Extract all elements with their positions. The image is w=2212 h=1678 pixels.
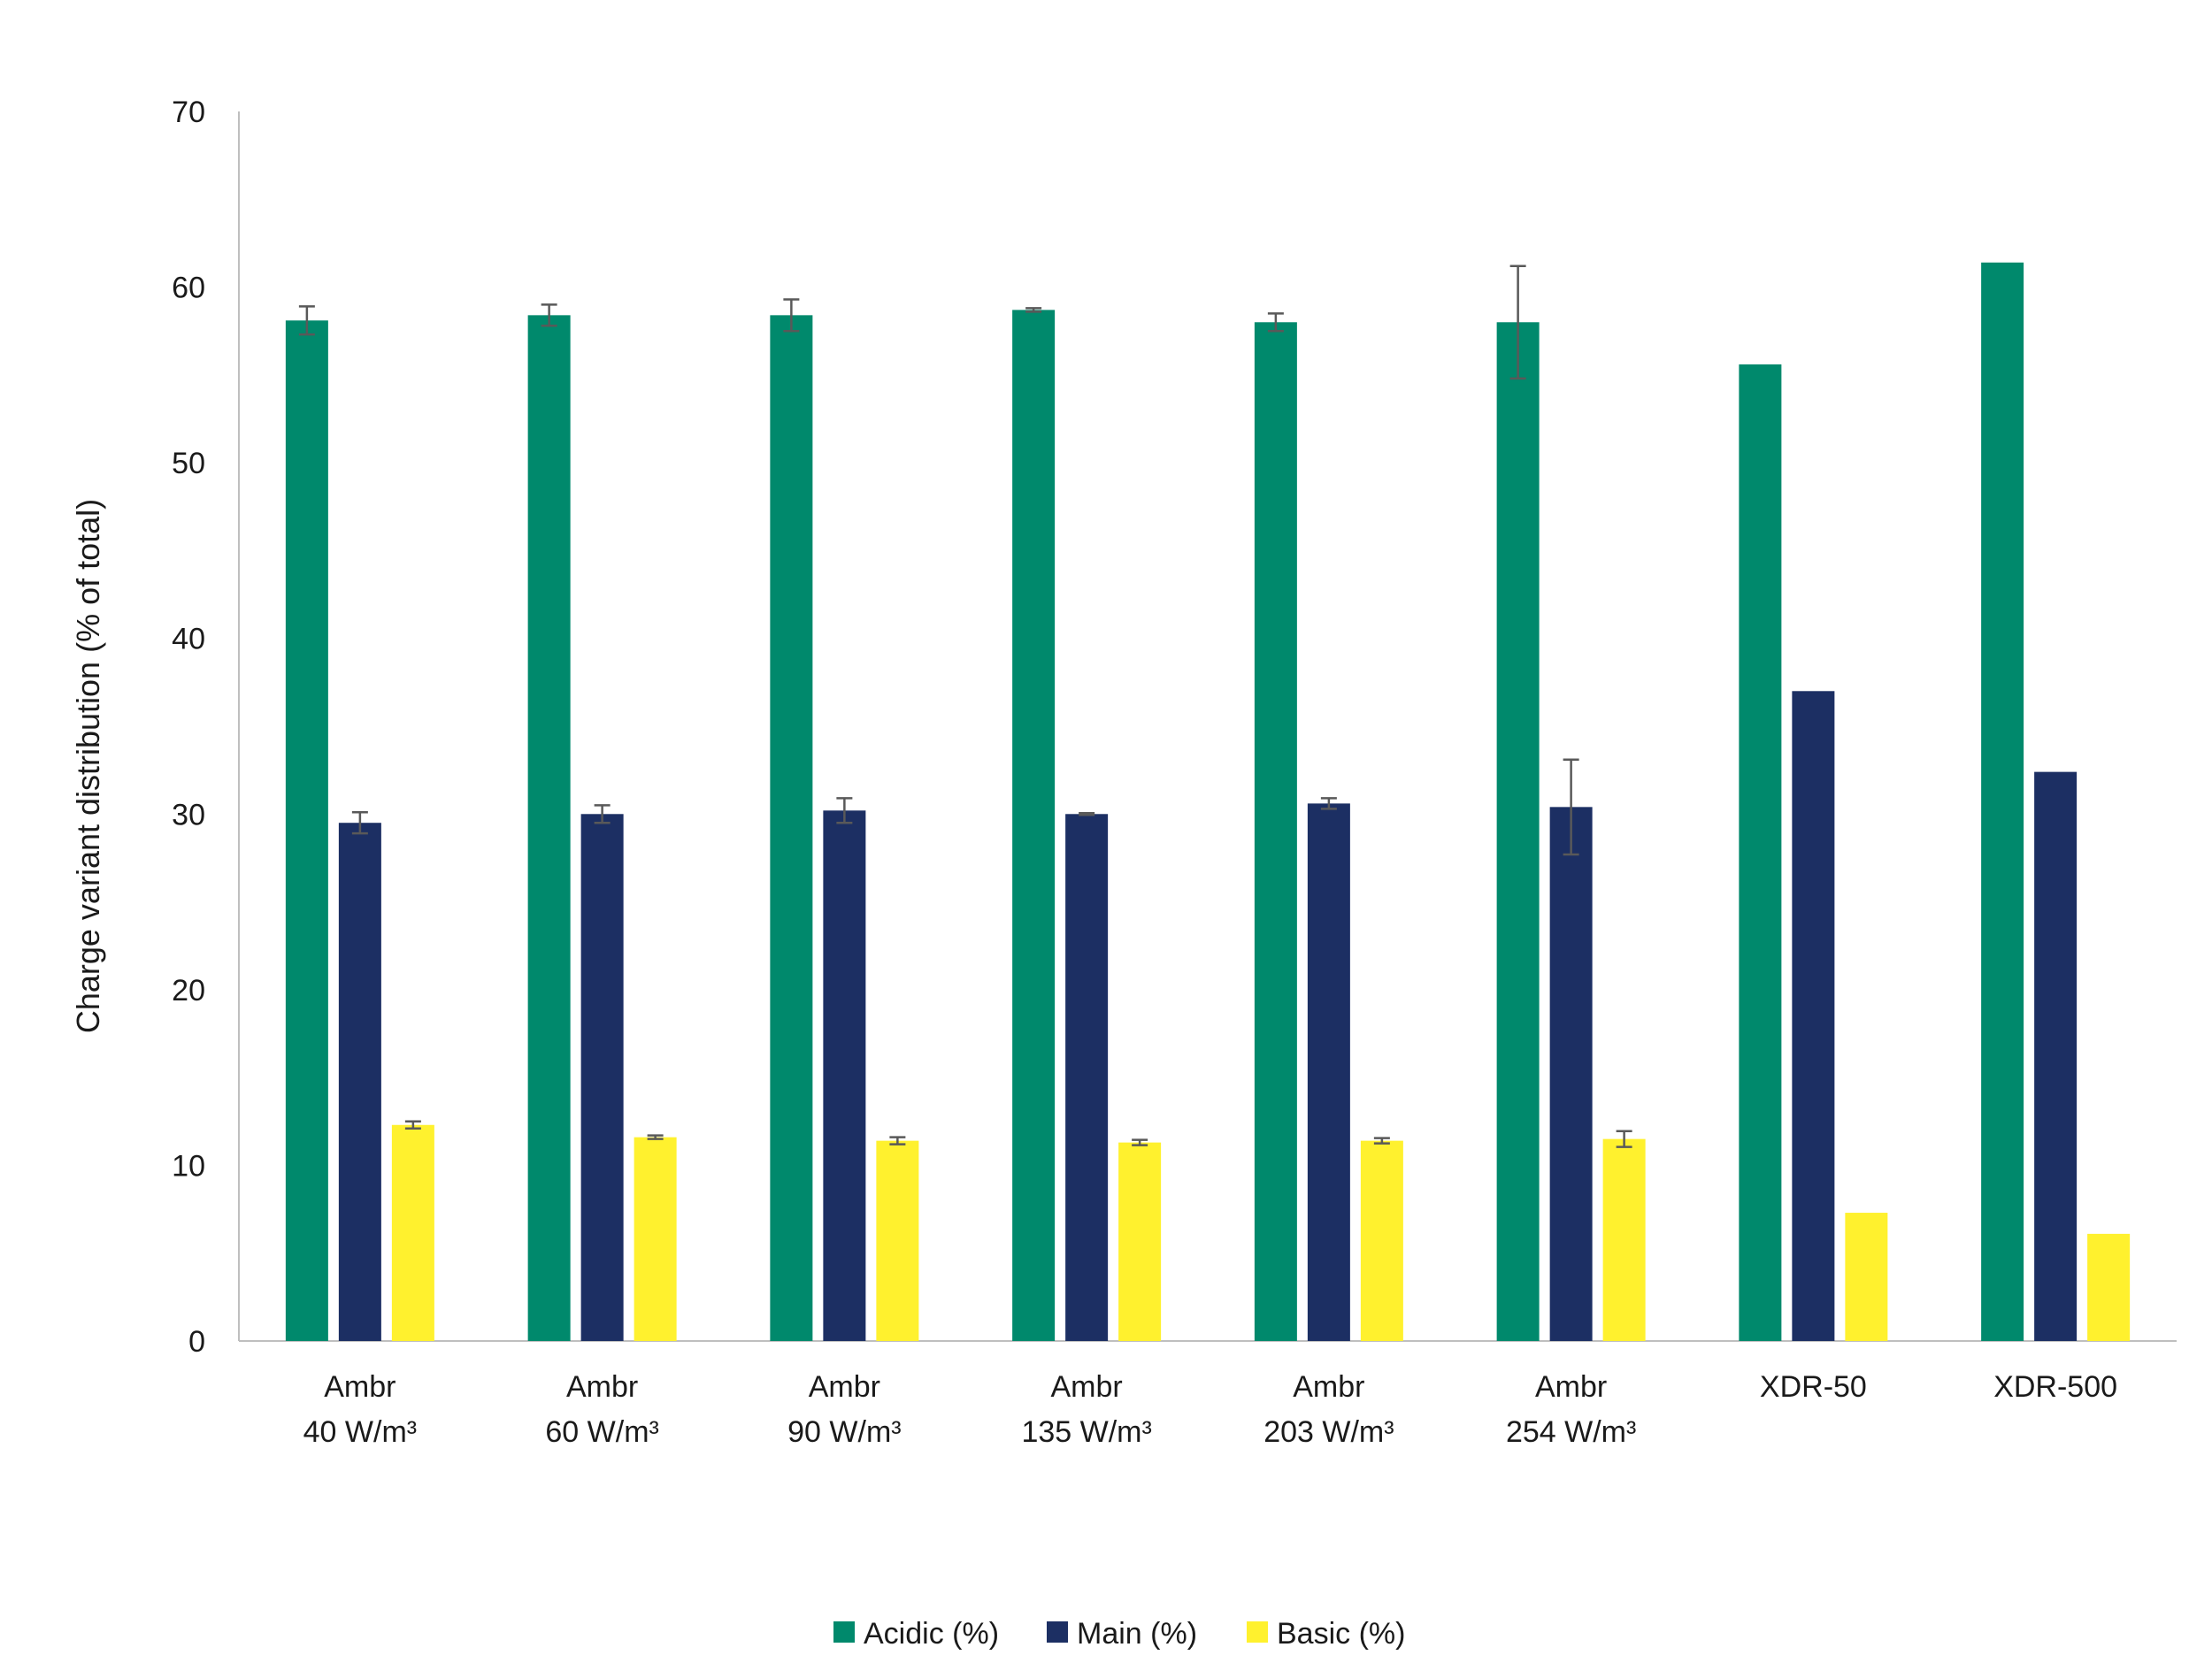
x-category-label: 40 W/m³	[303, 1415, 417, 1449]
bar-acidic	[770, 315, 813, 1341]
bar-basic	[1845, 1213, 1888, 1341]
y-tick-label: 50	[172, 447, 205, 480]
bar-acidic	[1739, 364, 1782, 1341]
legend-swatch	[1047, 1621, 1068, 1643]
x-category-label: 90 W/m³	[787, 1415, 901, 1449]
bar-main	[580, 814, 624, 1341]
bar-basic	[876, 1140, 919, 1341]
y-tick-label: 20	[172, 974, 205, 1008]
x-category-label: 254 W/m³	[1506, 1415, 1636, 1449]
bar-basic	[2087, 1233, 2131, 1341]
bar-main	[823, 810, 866, 1341]
legend-swatch	[833, 1621, 855, 1643]
bar-basic	[634, 1137, 677, 1341]
error-bars	[298, 264, 1632, 1148]
bar-basic	[1602, 1138, 1646, 1341]
bar-basic	[391, 1124, 434, 1341]
labels: 0 10 20 30 40 50 60 70 Charge variant distributi…	[70, 96, 2117, 1449]
x-category-label: XDR-50	[1760, 1370, 1867, 1404]
bar-main	[1065, 814, 1109, 1341]
bar-main	[1307, 803, 1350, 1341]
y-tick-label: 40	[172, 623, 205, 656]
bar-acidic	[527, 315, 571, 1341]
bar-main	[1792, 691, 1835, 1341]
bar-acidic	[1981, 262, 2024, 1341]
bars	[285, 262, 2131, 1342]
bar-main	[1549, 807, 1593, 1341]
x-category-label: 60 W/m³	[545, 1415, 658, 1449]
bar-acidic	[1012, 310, 1056, 1341]
x-category-label: 135 W/m³	[1021, 1415, 1151, 1449]
bar-acidic	[285, 320, 328, 1341]
y-tick-label: 70	[172, 96, 205, 129]
legend-label: Main (%)	[1077, 1617, 1197, 1651]
y-tick-label: 0	[188, 1325, 205, 1359]
x-category-label: Ambr	[1293, 1370, 1364, 1404]
bar-acidic	[1496, 322, 1540, 1342]
legend-label: Acidic (%)	[864, 1617, 999, 1651]
x-category-label: 203 W/m³	[1263, 1415, 1394, 1449]
legend: Acidic (%) Main (%) Basic (%)	[833, 1617, 1405, 1651]
x-category-label: XDR-500	[1993, 1370, 2117, 1404]
bar-acidic	[1254, 322, 1297, 1342]
x-category-label: Ambr	[1051, 1370, 1123, 1404]
bar-main	[338, 823, 381, 1341]
bar-basic	[1360, 1140, 1403, 1341]
y-tick-label: 30	[172, 798, 205, 831]
y-tick-label: 60	[172, 272, 205, 305]
bar-basic	[1118, 1142, 1162, 1341]
legend-label: Basic (%)	[1277, 1617, 1405, 1651]
x-category-label: Ambr	[324, 1370, 396, 1404]
y-tick-label: 10	[172, 1149, 205, 1183]
bar-main	[2034, 771, 2078, 1341]
x-category-label: Ambr	[566, 1370, 638, 1404]
x-category-label: Ambr	[1535, 1370, 1607, 1404]
y-axis-title: Charge variant distribution (% of total)	[70, 499, 106, 1033]
legend-swatch	[1247, 1621, 1268, 1643]
x-category-label: Ambr	[809, 1370, 880, 1404]
